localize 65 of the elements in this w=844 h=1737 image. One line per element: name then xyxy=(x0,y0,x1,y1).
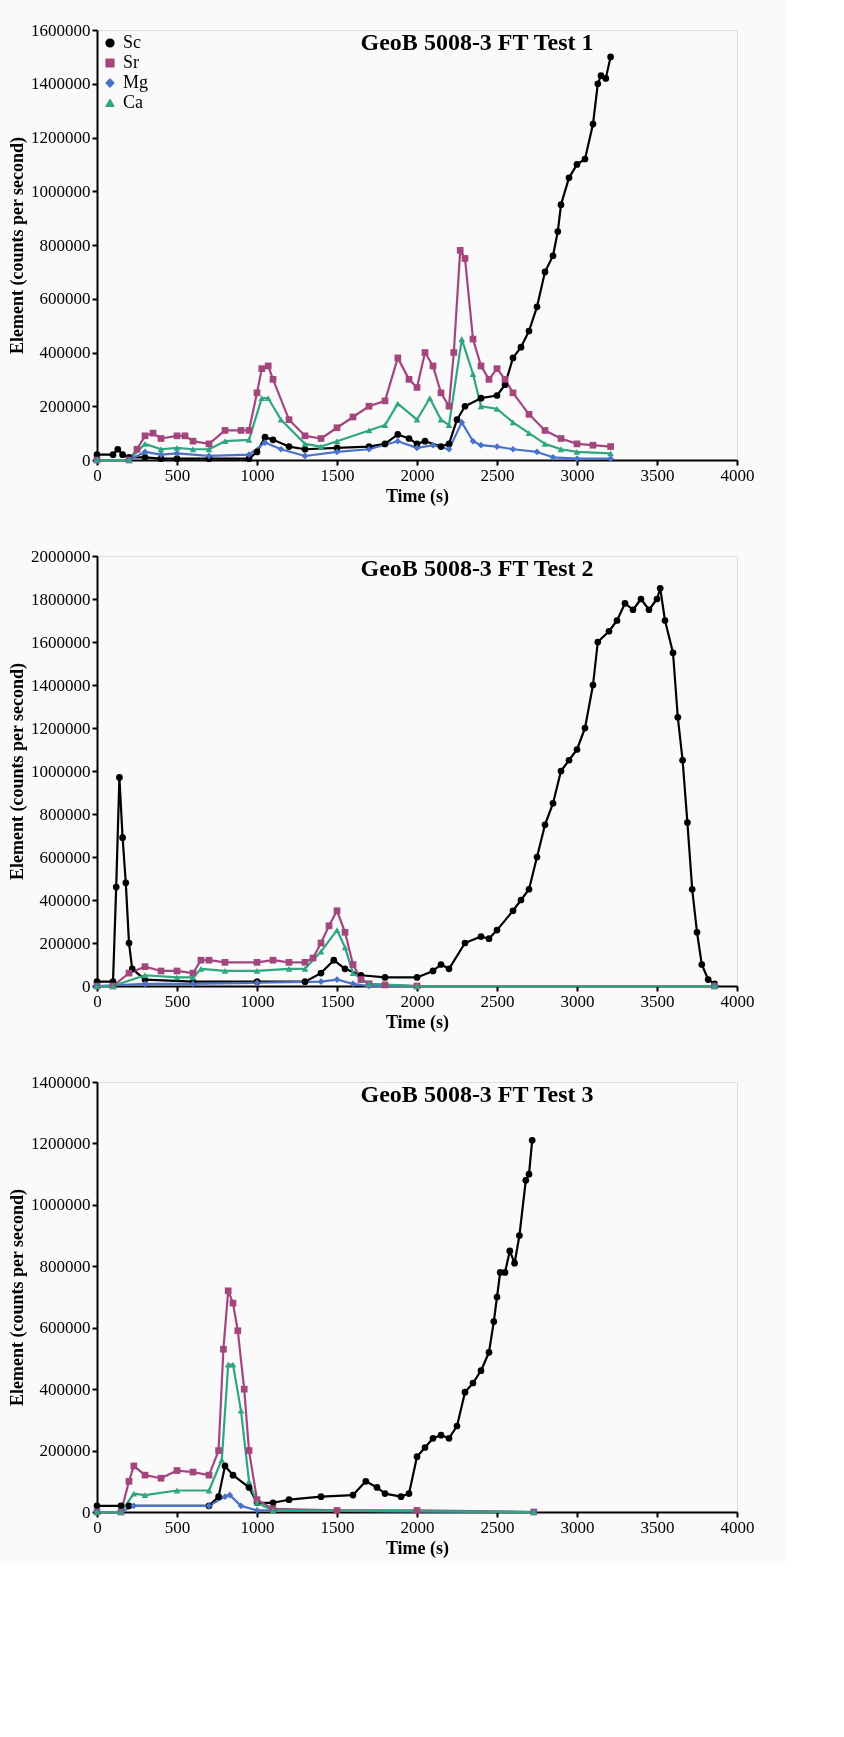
x-tick-label: 3000 xyxy=(560,991,595,1011)
legend-label: Sc xyxy=(123,32,142,52)
y-tick-label: 400000 xyxy=(39,1379,91,1399)
x-tick-label: 3000 xyxy=(560,465,595,485)
x-tick-label: 2000 xyxy=(400,465,435,485)
y-tick-label: 1000000 xyxy=(31,181,91,201)
x-tick-label: 500 xyxy=(164,1517,191,1537)
y-tick-label: 400000 xyxy=(39,890,91,910)
y-tick-label: 200000 xyxy=(39,396,91,416)
y-tick-label: 600000 xyxy=(39,1318,91,1338)
y-axis-title: Element (counts per second) xyxy=(7,662,28,881)
x-tick-label: 1000 xyxy=(240,991,275,1011)
y-tick-label: 400000 xyxy=(39,343,91,362)
y-tick-label: 1800000 xyxy=(31,589,91,609)
y-tick-label: 1000000 xyxy=(31,761,91,781)
x-axis-title: Time (s) xyxy=(385,485,450,507)
x-tick-label: 4000 xyxy=(720,991,755,1011)
y-tick-label: 1400000 xyxy=(31,74,91,94)
x-tick-label: 1500 xyxy=(320,465,355,485)
y-tick-label: 200000 xyxy=(39,933,91,953)
x-tick-label: 3500 xyxy=(640,991,675,1011)
x-tick-label: 3000 xyxy=(560,1517,595,1537)
y-tick-label: 1600000 xyxy=(31,20,91,40)
x-axis-title: Time (s) xyxy=(385,1011,450,1033)
y-tick-label: 200000 xyxy=(39,1441,91,1461)
y-tick-label: 1400000 xyxy=(31,675,91,695)
x-tick-label: 500 xyxy=(164,465,191,485)
x-tick-label: 1500 xyxy=(320,991,355,1011)
y-tick-label: 600000 xyxy=(39,289,91,309)
x-tick-label: 3500 xyxy=(640,465,675,485)
x-tick-label: 2500 xyxy=(480,465,515,485)
x-tick-label: 4000 xyxy=(720,1517,755,1537)
chart-title: GeoB 5008-3 FT Test 2 xyxy=(360,555,594,581)
y-tick-label: 1200000 xyxy=(31,1133,91,1153)
y-tick-label: 600000 xyxy=(39,847,91,867)
y-tick-label: 0 xyxy=(82,1502,91,1522)
x-axis-title: Time (s) xyxy=(385,1537,450,1559)
x-tick-label: 1000 xyxy=(240,465,275,485)
x-tick-label: 2500 xyxy=(480,991,515,1011)
y-tick-label: 2000000 xyxy=(31,546,91,566)
x-tick-label: 2500 xyxy=(480,1517,515,1537)
legend-label: Sr xyxy=(123,52,140,72)
y-tick-label: 1400000 xyxy=(31,1072,91,1092)
chart-title: GeoB 5008-3 FT Test 1 xyxy=(360,29,594,55)
y-tick-label: 1200000 xyxy=(31,718,91,738)
y-tick-label: 1600000 xyxy=(31,632,91,652)
y-tick-label: 1200000 xyxy=(31,128,91,147)
x-tick-label: 2000 xyxy=(400,991,435,1011)
y-axis-title: Element (counts per second) xyxy=(7,136,28,355)
x-tick-label: 1500 xyxy=(320,1517,355,1537)
y-tick-label: 0 xyxy=(82,976,91,996)
y-tick-label: 0 xyxy=(82,450,91,470)
x-tick-label: 4000 xyxy=(720,465,755,485)
legend-label: Mg xyxy=(123,72,149,92)
x-tick-label: 500 xyxy=(164,991,191,1011)
y-tick-label: 800000 xyxy=(39,235,91,255)
x-tick-label: 2000 xyxy=(400,1517,435,1537)
y-tick-label: 800000 xyxy=(39,1256,91,1276)
y-tick-label: 1000000 xyxy=(31,1195,91,1215)
x-tick-label: 3500 xyxy=(640,1517,675,1537)
chart-title: GeoB 5008-3 FT Test 3 xyxy=(360,1081,594,1107)
y-tick-label: 800000 xyxy=(39,804,91,824)
x-tick-label: 1000 xyxy=(240,1517,275,1537)
legend-label: Ca xyxy=(123,92,144,112)
y-axis-title: Element (counts per second) xyxy=(7,1188,28,1407)
